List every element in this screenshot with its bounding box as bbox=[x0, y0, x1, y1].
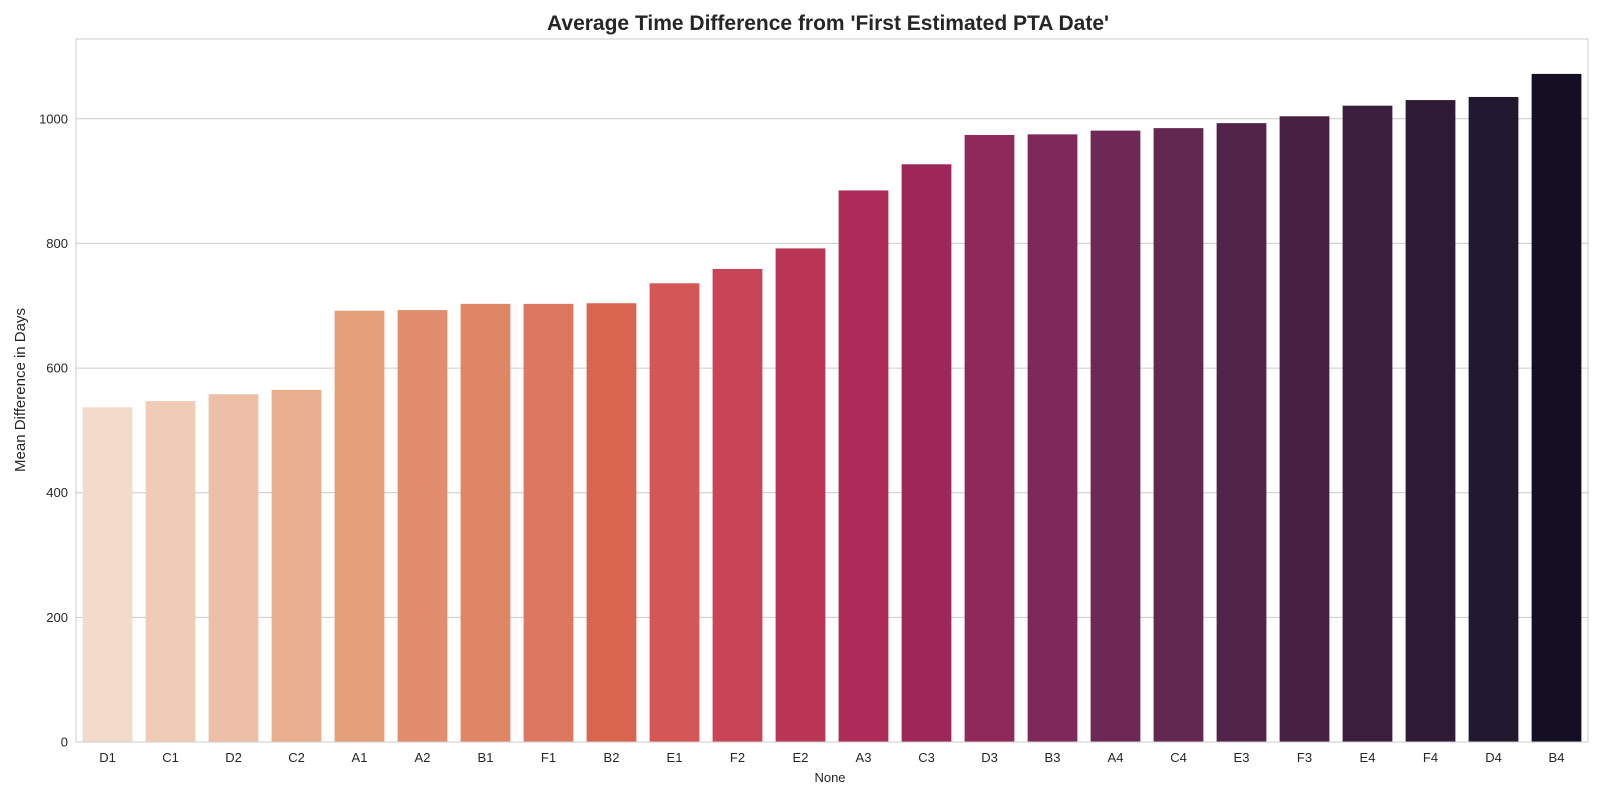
x-axis-label: None bbox=[814, 770, 845, 785]
y-axis-label: Mean Difference in Days bbox=[12, 308, 29, 472]
bar-c4 bbox=[1153, 128, 1204, 742]
x-tick-label: A1 bbox=[352, 750, 368, 765]
bar-a4 bbox=[1090, 130, 1141, 742]
plot-frame bbox=[75, 38, 1589, 743]
bar-e4 bbox=[1342, 105, 1393, 742]
x-tick-label: E3 bbox=[1234, 750, 1250, 765]
x-tick-label: B3 bbox=[1045, 750, 1061, 765]
y-tick-label: 1000 bbox=[39, 111, 68, 126]
y-tick-label: 0 bbox=[61, 735, 68, 750]
x-tick-label: D2 bbox=[225, 750, 242, 765]
bar-d4 bbox=[1468, 96, 1519, 743]
y-tick-label: 200 bbox=[46, 610, 68, 625]
chart-title: Average Time Difference from 'First Esti… bbox=[547, 12, 1109, 35]
bar-f3 bbox=[1279, 116, 1330, 742]
x-tick-label: F3 bbox=[1297, 750, 1312, 765]
bars bbox=[82, 73, 1582, 743]
x-tick-label: A2 bbox=[415, 750, 431, 765]
bar-a1 bbox=[334, 310, 385, 742]
y-tick-labels: 0 200 400 600 800 1000 bbox=[39, 111, 68, 749]
bar-c2 bbox=[271, 389, 322, 742]
x-tick-label: E4 bbox=[1360, 750, 1376, 765]
x-tick-label: C3 bbox=[918, 750, 935, 765]
bar-a3 bbox=[838, 190, 889, 742]
x-tick-label: E1 bbox=[667, 750, 683, 765]
x-tick-label: D1 bbox=[99, 750, 116, 765]
x-tick-label: F2 bbox=[730, 750, 745, 765]
bar-b2 bbox=[586, 303, 637, 742]
bar-e2 bbox=[775, 248, 826, 743]
x-tick-label: A4 bbox=[1108, 750, 1124, 765]
bar-c1 bbox=[145, 401, 196, 742]
bar-d2 bbox=[208, 394, 259, 742]
x-tick-label: F1 bbox=[541, 750, 556, 765]
bar-e1 bbox=[649, 283, 700, 742]
bar-f1 bbox=[523, 303, 574, 742]
y-tick-label: 600 bbox=[46, 361, 68, 376]
x-tick-labels: D1 C1 D2 C2 A1 A2 B1 F1 B2 E1 F2 E2 A3 C3 D3 B3 A4 C4 E3 F3… bbox=[99, 750, 1564, 765]
x-tick-label: F4 bbox=[1423, 750, 1438, 765]
x-tick-label: C1 bbox=[162, 750, 179, 765]
x-tick-label: B2 bbox=[604, 750, 620, 765]
bar-b1 bbox=[460, 303, 511, 742]
y-tick-label: 800 bbox=[46, 236, 68, 251]
x-tick-label: D3 bbox=[981, 750, 998, 765]
bar-e3 bbox=[1216, 123, 1267, 743]
bar-d1 bbox=[82, 407, 133, 742]
x-tick-label: D4 bbox=[1485, 750, 1502, 765]
x-tick-label: C2 bbox=[288, 750, 305, 765]
bar-a2 bbox=[397, 310, 448, 742]
bar-f2 bbox=[712, 268, 763, 742]
bar-d3 bbox=[964, 134, 1015, 743]
bar-b3 bbox=[1027, 134, 1078, 742]
bar-c3 bbox=[901, 164, 952, 742]
x-tick-label: E2 bbox=[793, 750, 809, 765]
bar-f4 bbox=[1405, 100, 1456, 743]
x-tick-label: A3 bbox=[856, 750, 872, 765]
x-tick-label: B4 bbox=[1549, 750, 1565, 765]
x-tick-label: B1 bbox=[478, 750, 494, 765]
y-gridlines bbox=[76, 118, 1588, 618]
x-tick-label: C4 bbox=[1170, 750, 1187, 765]
y-tick-label: 400 bbox=[46, 485, 68, 500]
bar-b4 bbox=[1531, 73, 1582, 743]
